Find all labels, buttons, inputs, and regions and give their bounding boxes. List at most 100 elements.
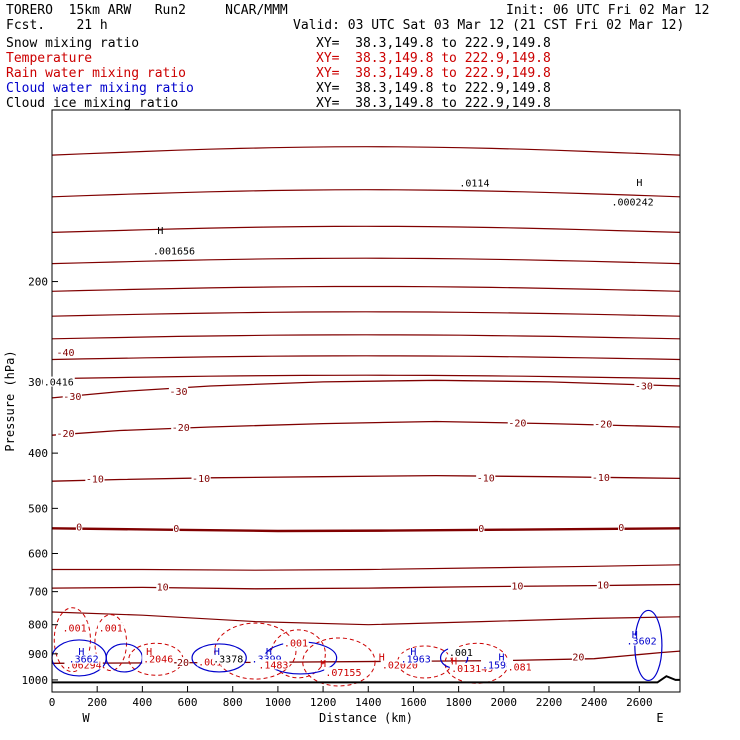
contour-label: -20: [508, 418, 526, 429]
isotherm-line: [51, 420, 681, 436]
maximum-marker: H: [632, 630, 638, 641]
rain-water-contour: [53, 607, 91, 673]
contour-label: .02020: [382, 660, 418, 671]
isotherm-line: [51, 285, 681, 292]
x-tick-label: 1800: [445, 696, 472, 709]
plot-frame: [51, 109, 681, 693]
contour-label-bg: [171, 422, 191, 433]
isotherm-line: [52, 564, 681, 571]
contour-label: .001: [99, 623, 123, 634]
contour-label-bg: [191, 473, 211, 484]
x-tick-label: 1400: [355, 696, 382, 709]
x-tick-label: 1600: [400, 696, 427, 709]
maximum-marker: H: [451, 657, 457, 668]
contour-label: .013149: [451, 664, 493, 675]
contour-label: -30: [635, 382, 653, 393]
contour-label-bg: [399, 653, 432, 664]
contour-label-bg: [67, 653, 100, 664]
contour-label-bg: [257, 659, 290, 670]
contour-label-bg: [142, 653, 175, 664]
contour-label: -40: [57, 348, 75, 359]
isotherm-line: [51, 334, 681, 340]
field-xy: XY= 38.3,149.8 to 222.9,149.8: [316, 36, 551, 51]
contour-label: -30: [169, 387, 187, 398]
isotherm-line: [51, 527, 681, 533]
contour-label-bg: [283, 637, 309, 648]
contour-label-bg: [510, 580, 524, 591]
contour-label-bg: [478, 523, 485, 534]
west-label: W: [82, 711, 90, 725]
contour-label-bg: [625, 635, 658, 646]
contour-label-bg: [156, 581, 170, 592]
contour-label: .06294: [66, 660, 102, 671]
contour-label: .0416: [44, 378, 74, 389]
x-axis-label: Distance (km): [319, 711, 413, 725]
contour-label-bg: [476, 472, 496, 483]
contour-label: 20: [572, 653, 584, 664]
contour-label: .001: [63, 623, 87, 634]
isotherm-line: [51, 374, 681, 380]
contour-label-bg: [634, 380, 654, 391]
contour-label: .0114: [459, 178, 489, 189]
y-tick-label: 200: [28, 276, 48, 289]
contour-label-bg: [212, 653, 245, 664]
maximum-marker: H: [410, 647, 416, 658]
contour-label-bg: [176, 657, 190, 668]
contour-label: -10: [592, 473, 610, 484]
contour-label: .3378: [213, 655, 243, 666]
x-tick-label: 1200: [310, 696, 337, 709]
y-tick-label: 1000: [22, 674, 49, 687]
y-tick-label: 800: [28, 619, 48, 632]
isotherm-line: [51, 611, 681, 626]
contour-label: 0: [618, 523, 624, 534]
contour-label: .081: [508, 663, 532, 674]
contour-label-bg: [62, 390, 82, 401]
rain-water-contour: [302, 637, 376, 687]
contour-label: 20: [177, 658, 189, 669]
maximum-marker: H: [636, 178, 642, 189]
maximum-marker: H: [320, 659, 326, 670]
contour-label: .000242: [611, 198, 653, 209]
x-tick-label: 2200: [536, 696, 563, 709]
contour-label-bg: [591, 471, 611, 482]
x-tick-label: 400: [132, 696, 152, 709]
contour-label-bg: [448, 646, 474, 657]
y-tick-label: 500: [28, 502, 48, 515]
x-tick-label: 200: [87, 696, 107, 709]
contour-label: .3662: [69, 655, 99, 666]
y-tick-label: 700: [28, 586, 48, 599]
isotherm-line: [51, 189, 681, 198]
x-tick-label: 2600: [626, 696, 653, 709]
contour-label-bg: [571, 651, 585, 662]
contour-label: 0: [173, 524, 179, 535]
contour-label-bg: [61, 622, 88, 633]
isotherm-line: [51, 355, 681, 361]
header-valid: Valid: 03 UTC Sat 03 Mar 12 (21 CST Fri …: [293, 18, 685, 33]
field-xy: XY= 38.3,149.8 to 222.9,149.8: [316, 81, 551, 96]
contour-label-bg: [55, 428, 76, 439]
contour-label-bg: [55, 347, 76, 358]
contour-label: .001: [449, 648, 473, 659]
maximum-marker: H: [78, 647, 84, 658]
contour-label-bg: [168, 386, 189, 397]
contour-label: -20: [172, 423, 190, 434]
header-forecast: Fcst. 21 h: [6, 18, 108, 33]
y-axis-label: Pressure (hPa): [3, 350, 17, 451]
field-name: Rain water mixing ratio: [6, 66, 187, 81]
isotherm-line: [51, 257, 681, 265]
contour-label: 0: [76, 522, 82, 533]
x-tick-label: 800: [223, 696, 243, 709]
maximum-marker: H: [499, 653, 505, 664]
contour-label-bg: [449, 662, 495, 673]
contour-label-bg: [151, 245, 197, 256]
contour-label-bg: [324, 667, 363, 678]
contour-label-bg: [481, 659, 514, 670]
field-name: Cloud water mixing ratio: [6, 81, 194, 96]
contour-label: .001656: [153, 247, 195, 258]
contour-label: 10: [511, 582, 523, 593]
contour-label: .2046: [143, 655, 173, 666]
field-name: Temperature: [6, 51, 93, 66]
y-tick-label: 600: [28, 547, 48, 560]
rain-water-contour: [94, 614, 128, 672]
contour-label-bg: [197, 656, 223, 667]
